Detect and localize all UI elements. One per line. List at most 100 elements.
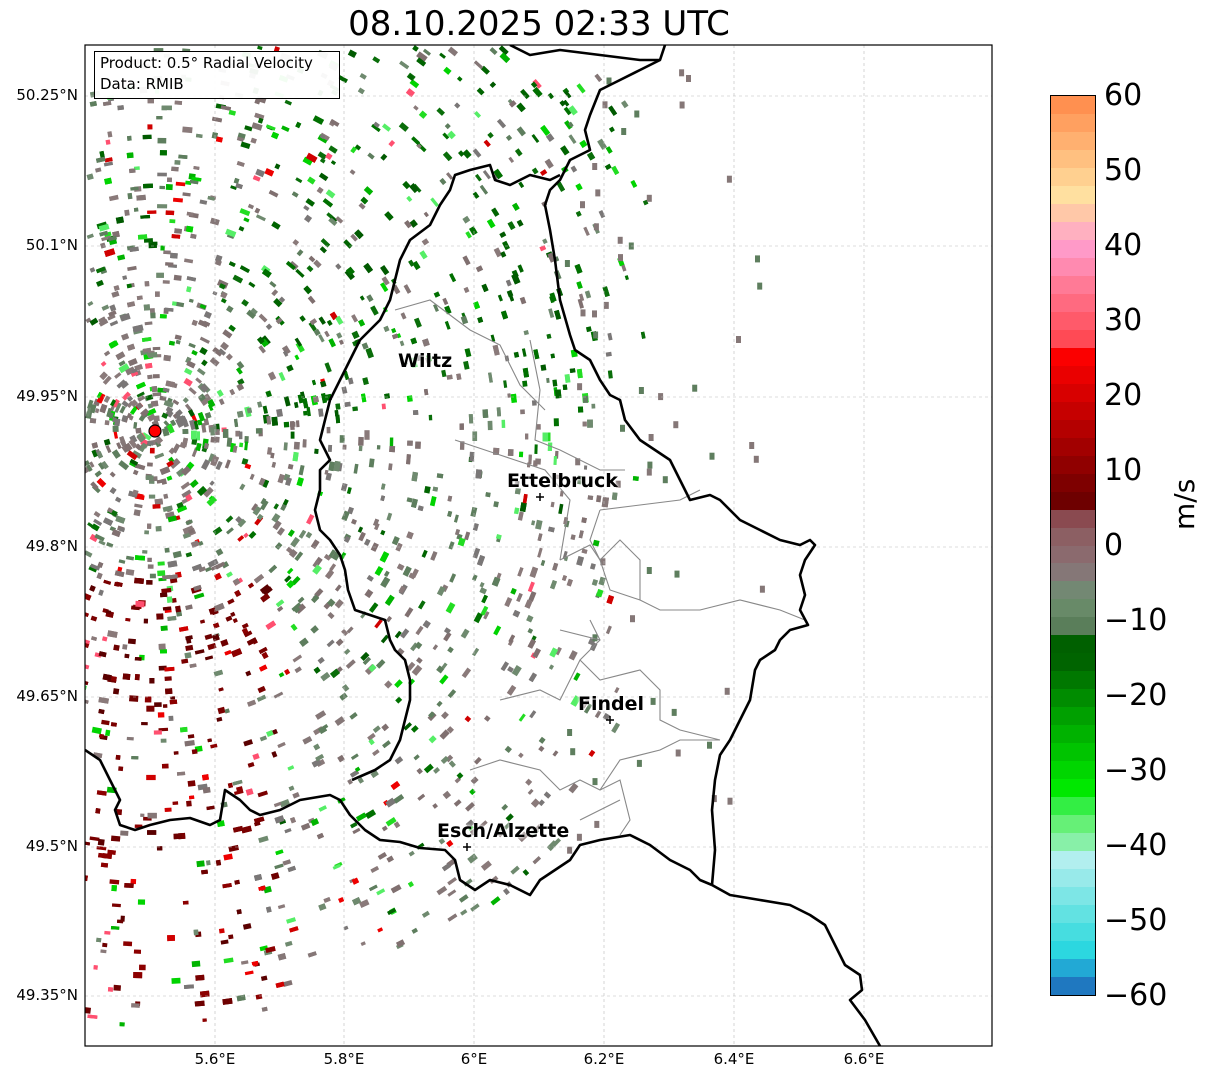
echo-gate — [164, 307, 174, 312]
echo-gate — [370, 866, 379, 873]
colorbar-band — [1051, 560, 1095, 582]
echo-gate — [126, 736, 134, 741]
echo-gate — [218, 928, 225, 934]
echo-gate — [247, 582, 255, 589]
colorbar-band — [1051, 201, 1095, 222]
echo-gate — [513, 507, 520, 515]
echo-gate — [148, 494, 156, 499]
echo-gate — [336, 332, 343, 339]
echo-gate — [189, 663, 197, 668]
echo-gate — [107, 987, 114, 992]
echo-gate — [149, 480, 155, 484]
echo-gate — [467, 853, 478, 864]
echo-gate — [157, 570, 166, 577]
echo-gate — [444, 123, 451, 130]
echo-gate — [93, 965, 98, 970]
echo-gate — [352, 827, 361, 835]
echo-gate — [578, 530, 584, 539]
echo-gate — [542, 238, 548, 245]
echo-gate — [268, 564, 278, 574]
echo-gate — [147, 564, 154, 569]
echo-gate — [376, 888, 386, 896]
echo-gate — [266, 730, 274, 737]
echo-gate — [172, 801, 179, 805]
echo-gate — [549, 647, 559, 658]
echo-gate — [580, 309, 586, 317]
echo-gate — [315, 753, 324, 762]
echo-gate — [218, 398, 225, 406]
echo-gate — [493, 625, 502, 636]
echo-gate — [216, 716, 223, 722]
echo-gate — [367, 152, 375, 160]
echo-gate — [306, 407, 311, 417]
echo-gate — [272, 520, 282, 531]
echo-gate — [111, 529, 121, 538]
echo-gate — [553, 418, 559, 427]
echo-gate — [578, 293, 585, 302]
echo-gate — [308, 321, 317, 332]
echo-gate — [105, 609, 112, 615]
echo-gate — [507, 666, 514, 673]
echo-gate — [161, 105, 172, 111]
echo-gate — [342, 444, 347, 450]
colorbar-band — [1051, 740, 1095, 762]
echo-gate — [233, 789, 244, 796]
echo-gate — [198, 393, 206, 402]
echo-gate — [313, 743, 321, 751]
echo-gate — [377, 927, 383, 933]
echo-gate — [201, 869, 208, 875]
echo-gate — [144, 281, 150, 287]
echo-gate — [109, 320, 119, 327]
echo-gate — [191, 350, 198, 356]
echo-gate — [399, 60, 410, 70]
echo-gate — [550, 353, 555, 359]
echo-gate — [442, 297, 449, 306]
echo-gate — [483, 139, 491, 148]
echo-gate — [134, 656, 142, 661]
echo-gate — [108, 340, 118, 349]
echo-gate — [346, 487, 352, 495]
echo-gate — [110, 722, 117, 727]
echo-gate — [126, 412, 132, 419]
echo-gate — [310, 818, 320, 827]
echo-gate — [279, 798, 290, 808]
echo-gate — [103, 438, 111, 446]
echo-gate — [359, 73, 367, 80]
echo-gate — [228, 109, 236, 116]
echo-gate — [339, 435, 345, 443]
echo-gate — [586, 151, 596, 161]
echo-gate — [103, 395, 111, 404]
echo-gate — [296, 477, 304, 487]
echo-gate — [197, 486, 208, 497]
echo-gate — [273, 298, 283, 308]
echo-gate — [369, 602, 379, 613]
echo-gate — [159, 185, 165, 190]
echo-gate — [104, 930, 111, 935]
echo-gate — [96, 478, 107, 488]
echo-gate — [483, 715, 491, 722]
echo-gate — [98, 589, 104, 596]
echo-gate — [255, 993, 263, 1000]
echo-gate — [218, 348, 226, 356]
echo-gate — [567, 846, 573, 854]
echo-gate — [508, 156, 515, 163]
echo-gate — [594, 710, 602, 719]
echo-gate — [552, 750, 559, 757]
echo-gate — [568, 782, 579, 794]
echo-gate — [366, 574, 374, 582]
echo-gate — [518, 451, 524, 458]
colorbar-tick: 0 — [1104, 528, 1124, 563]
echo-gate — [85, 611, 89, 617]
echo-gate — [208, 404, 214, 411]
echo-gate — [587, 419, 593, 428]
echo-gate — [432, 486, 439, 492]
echo-gate — [442, 790, 452, 800]
echo-gate — [112, 398, 120, 408]
echo-gate — [107, 849, 116, 855]
echo-gate — [505, 813, 514, 822]
echo-gate — [365, 347, 374, 359]
echo-gate — [266, 447, 273, 455]
echo-gate — [248, 281, 256, 288]
echo-gate — [145, 362, 153, 369]
echo-gate — [583, 465, 588, 470]
